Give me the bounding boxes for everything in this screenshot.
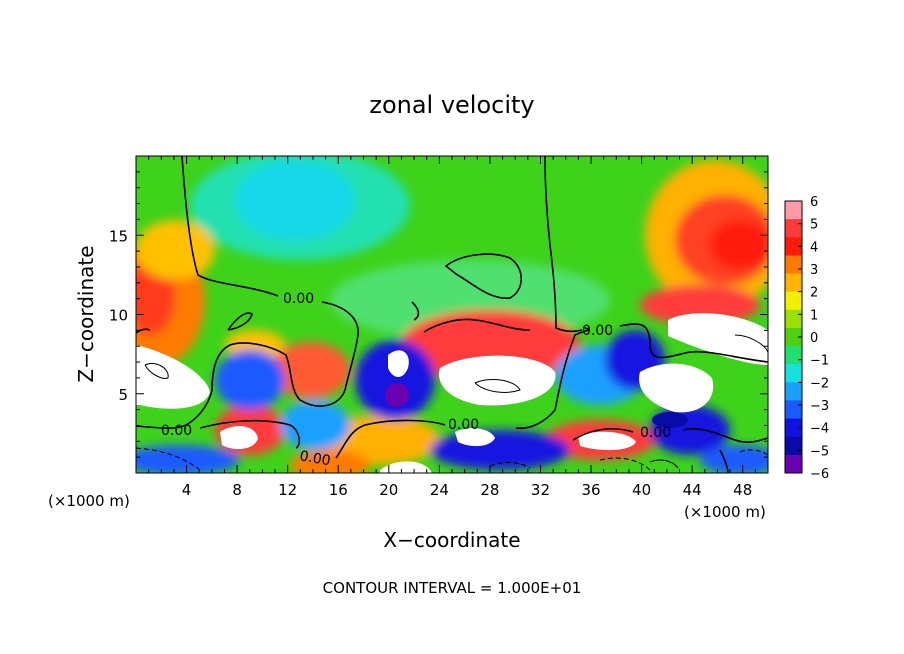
colorbar-swatch [785, 237, 802, 256]
colorbar-swatch [785, 327, 802, 347]
colorbar-tick-label: 5 [810, 218, 818, 233]
contour-label: 0.00 [448, 417, 479, 433]
contour-label: 0.00 [298, 448, 331, 469]
x-tick-label: 12 [278, 481, 297, 499]
chart-title: zonal velocity [369, 91, 534, 119]
x-tick-label: 32 [531, 481, 550, 499]
x-tick-label: 36 [581, 481, 600, 499]
colorbar-swatch [785, 436, 802, 456]
contour-lines-thin [136, 334, 768, 471]
x-tick-label: 40 [632, 481, 651, 499]
x-unit-left: (×1000 m) [48, 492, 130, 510]
colorbar-swatch [785, 273, 802, 293]
contour-labels: 0.00 0.00 0.00 0.00 0.00 0.00 [161, 291, 671, 469]
contour-lines [136, 156, 768, 473]
x-tick-label: 24 [430, 481, 449, 499]
x-unit-right: (×1000 m) [684, 503, 766, 521]
contour-label: 0.00 [640, 425, 671, 441]
x-axis: 4 8 12 16 20 24 28 32 36 40 44 48 [148, 156, 756, 499]
x-tick-label: 16 [329, 481, 348, 499]
colorbar-swatch [785, 382, 802, 401]
x-tick-label: 8 [232, 481, 242, 499]
y-tick-label: 10 [109, 307, 128, 325]
y-tick-label: 15 [109, 227, 128, 245]
x-tick-label: 48 [733, 481, 752, 499]
colorbar-tick-label: 1 [810, 308, 818, 323]
colorbar-swatch [785, 219, 802, 238]
colorbar-tick-label: 2 [810, 286, 818, 301]
colorbar-swatch [785, 346, 802, 365]
colorbar-tick-label: 6 [810, 195, 818, 210]
x-tick-label: 44 [683, 481, 702, 499]
contour-label: 0.00 [161, 423, 192, 439]
contour-interval-note: CONTOUR INTERVAL = 1.000E+01 [323, 579, 582, 597]
colorbar-ticks: 6 5 4 3 2 1 0 −1 −2 −3 −4 −5 −6 [798, 195, 829, 482]
colorbar-swatch [785, 291, 802, 311]
colorbar-swatch [785, 309, 802, 329]
colorbar-tick-label: −1 [810, 354, 829, 369]
colorbar-swatch [785, 400, 802, 420]
colorbar-tick-label: 4 [810, 240, 818, 255]
colorbar-swatch [785, 454, 802, 474]
colorbar-swatch [785, 255, 802, 275]
x-axis-label: X−coordinate [383, 528, 520, 552]
y-tick-label: 5 [118, 386, 128, 404]
contour-label: 0.00 [582, 323, 613, 339]
colorbar [784, 200, 803, 474]
colorbar-swatch [785, 201, 802, 220]
contour-label: 0.00 [283, 291, 314, 307]
colorbar-tick-label: −5 [810, 444, 829, 459]
colorbar-tick-label: −4 [810, 422, 829, 437]
colorbar-tick-label: −3 [810, 399, 829, 414]
y-axis-label: Z−coordinate [74, 245, 98, 382]
x-tick-label: 20 [379, 481, 398, 499]
y-axis: 5 10 15 [109, 171, 768, 458]
colorbar-tick-label: 3 [810, 263, 818, 278]
colorbar-tick-label: 0 [810, 331, 818, 346]
colorbar-swatch [785, 364, 802, 383]
x-tick-label: 4 [182, 481, 192, 499]
colorbar-tick-label: −2 [810, 376, 829, 391]
colorbar-tick-label: −6 [810, 467, 829, 482]
colorbar-swatch [785, 418, 802, 438]
x-tick-label: 28 [480, 481, 499, 499]
